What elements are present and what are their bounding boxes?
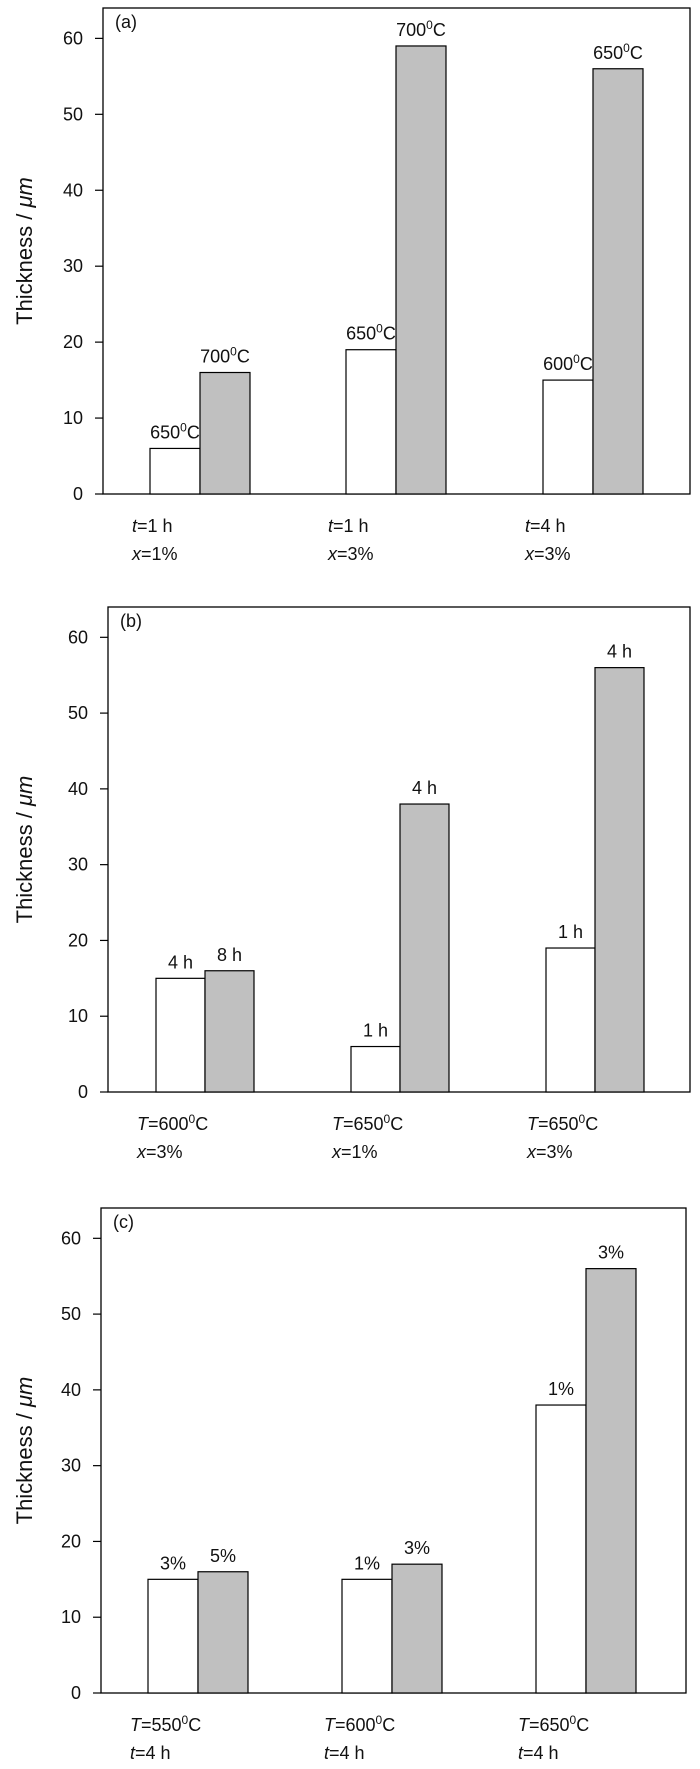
bar-data-label: 6000C — [543, 352, 593, 374]
category-label-line1: T=5500C — [130, 1713, 201, 1735]
bar-data-label: 1% — [548, 1379, 574, 1399]
bar-series2-cat3 — [594, 667, 645, 1093]
y-tick-label: 10 — [61, 1607, 81, 1627]
bar-series1-cat2 — [341, 1578, 393, 1694]
category-label-line1: t=1 h — [132, 516, 173, 536]
bar-data-label: 1% — [354, 1553, 380, 1573]
y-tick-label: 20 — [63, 332, 83, 352]
chart-panel-3: 0 10 20 30 40 50 60 Thickness / μm (c) 3% 1% 1% 5% 3%… — [12, 1207, 687, 1763]
bar-data-label: 7000C — [200, 345, 250, 367]
y-tick-label: 0 — [78, 1082, 88, 1102]
category-label-line1: T=6000C — [324, 1713, 395, 1735]
y-tick-label: 40 — [61, 1380, 81, 1400]
category-label-line1: T=6500C — [518, 1713, 589, 1735]
category-label-line2: t=4 h — [324, 1743, 365, 1763]
category-label-line1: t=1 h — [328, 516, 369, 536]
bar-series1-cat1 — [155, 977, 206, 1093]
bar-series2-cat2 — [391, 1563, 443, 1694]
bar-data-label: 1 h — [363, 1021, 388, 1041]
category-label-line2: x=3% — [327, 544, 374, 564]
y-tick-label: 20 — [61, 1531, 81, 1551]
bar-data-label: 8 h — [217, 945, 242, 965]
bar-series1-cat3 — [535, 1404, 587, 1694]
category-label-line2: x=3% — [526, 1142, 573, 1162]
bar-series2-cat3 — [585, 1268, 637, 1694]
bar-series1-cat1 — [147, 1578, 199, 1694]
category-label-line2: x=3% — [524, 544, 571, 564]
bar-series2-cat2 — [399, 803, 450, 1093]
bar-data-label: 3% — [598, 1243, 624, 1263]
bar-series1-cat3 — [542, 379, 594, 495]
category-label-line2: x=1% — [131, 544, 178, 564]
bar-data-label: 3% — [160, 1553, 186, 1573]
y-tick-label: 60 — [61, 1228, 81, 1248]
bar-data-label: 4 h — [168, 952, 193, 972]
category-label-line1: t=4 h — [525, 516, 566, 536]
bar-series2-cat1 — [204, 970, 255, 1093]
y-axis-label: Thickness / μm — [12, 776, 37, 924]
bar-series1-cat2 — [345, 349, 397, 495]
category-label-line2: x=1% — [331, 1142, 378, 1162]
bar-data-label: 4 h — [607, 642, 632, 662]
chart-panel-2: 0 10 20 30 40 50 60 Thickness / μm (b) 4 h 1 h 1 h 8… — [12, 606, 691, 1162]
category-label-line2: t=4 h — [518, 1743, 559, 1763]
bar-series1-cat2 — [350, 1045, 401, 1093]
category-label-line2: t=4 h — [130, 1743, 171, 1763]
y-tick-label: 50 — [63, 104, 83, 124]
y-tick-label: 50 — [61, 1304, 81, 1324]
y-tick-label: 60 — [63, 28, 83, 48]
panel-label: (c) — [113, 1212, 134, 1232]
bar-data-label: 6500C — [150, 420, 200, 442]
category-label-line1: T=6000C — [137, 1112, 208, 1134]
category-label-line1: T=6500C — [527, 1112, 598, 1134]
bar-series2-cat1 — [197, 1571, 249, 1694]
y-tick-label: 20 — [68, 930, 88, 950]
y-axis-label: Thickness / μm — [12, 1377, 37, 1525]
y-tick-label: 10 — [68, 1006, 88, 1026]
y-tick-label: 10 — [63, 408, 83, 428]
panel-label: (a) — [115, 12, 137, 32]
bar-data-label: 7000C — [396, 18, 446, 40]
bar-series2-cat3 — [592, 68, 644, 495]
y-tick-label: 30 — [63, 256, 83, 276]
bar-series2-cat1 — [199, 371, 251, 495]
bar-data-label: 3% — [404, 1538, 430, 1558]
y-tick-label: 60 — [68, 627, 88, 647]
bar-data-label: 1 h — [558, 922, 583, 942]
y-tick-label: 30 — [68, 855, 88, 875]
chart-panel-1: 0 10 20 30 40 50 60 Thickness / μm (a) 6500C 6500C… — [12, 7, 691, 564]
bar-series1-cat1 — [149, 447, 201, 495]
bar-data-label: 4 h — [412, 778, 437, 798]
category-label-line1: T=6500C — [332, 1112, 403, 1134]
category-label-line2: x=3% — [136, 1142, 183, 1162]
panel-label: (b) — [120, 611, 142, 631]
bar-data-label: 6500C — [346, 322, 396, 344]
y-axis-label: Thickness / μm — [12, 177, 37, 325]
y-tick-label: 0 — [71, 1683, 81, 1703]
y-tick-label: 0 — [73, 484, 83, 504]
bar-series1-cat3 — [545, 947, 596, 1093]
y-tick-label: 50 — [68, 703, 88, 723]
y-tick-label: 30 — [61, 1456, 81, 1476]
bar-data-label: 6500C — [593, 41, 643, 63]
y-tick-label: 40 — [63, 180, 83, 200]
bar-data-label: 5% — [210, 1546, 236, 1566]
bar-series2-cat2 — [395, 45, 447, 495]
y-tick-label: 40 — [68, 779, 88, 799]
